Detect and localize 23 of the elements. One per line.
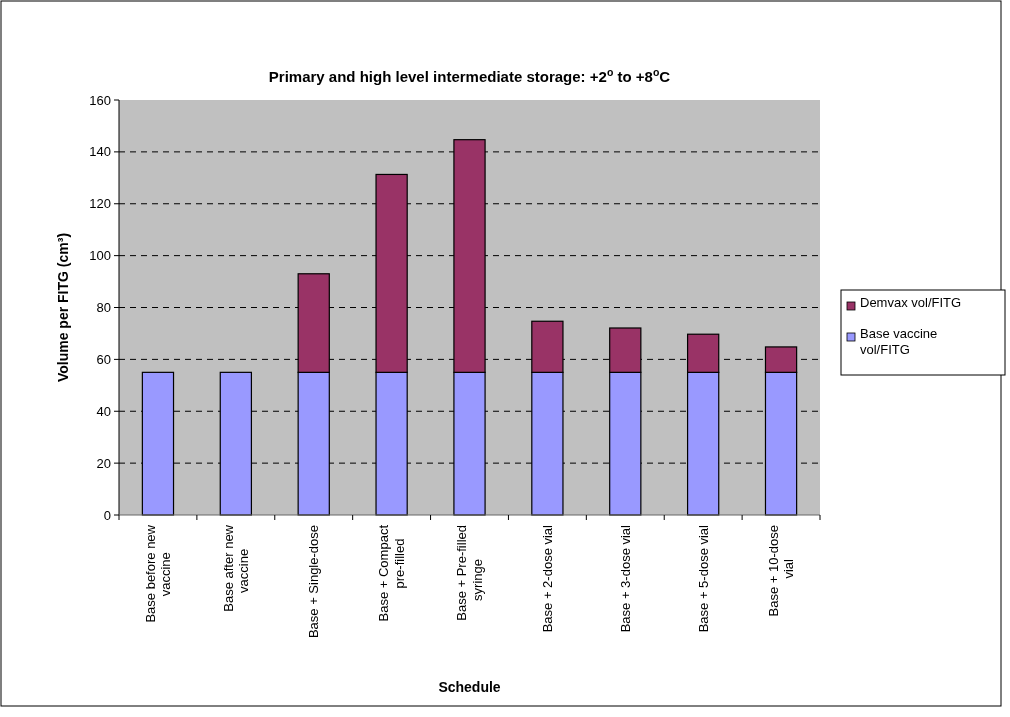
- legend-label: Base vaccine vol/FITG: [860, 326, 938, 358]
- y-tick-label: 40: [96, 403, 111, 419]
- y-tick-label: 140: [89, 144, 111, 160]
- y-axis-title: Volume per FITG (cm³): [55, 232, 71, 383]
- y-tick-label: 20: [96, 455, 111, 471]
- y-tick-label: 120: [89, 196, 111, 212]
- y-tick-label: 60: [96, 351, 111, 367]
- x-tick-label: Base + 5-dose vial: [695, 524, 711, 633]
- legend-label: Demvax vol/FITG: [860, 295, 962, 310]
- x-tick-label: Base + 3-dose vial: [617, 524, 633, 633]
- x-tick-label: Base + Compact pre-filled: [376, 524, 407, 622]
- x-axis-title: Schedule: [438, 679, 501, 695]
- x-tick-label: Base after new vaccine: [220, 524, 252, 612]
- x-tick-label: Base + Pre-filled syringe: [454, 525, 485, 621]
- y-tick-label: 80: [96, 300, 111, 316]
- x-tick-label: Base + Single-dose: [306, 525, 322, 639]
- y-tick-label: 0: [103, 507, 111, 523]
- y-tick-label: 160: [89, 92, 111, 108]
- x-tick-label: Base + 10-dose vial: [765, 525, 797, 617]
- x-tick-label: Base before new vaccine: [142, 524, 174, 623]
- x-tick-label: Base + 2-dose vial: [539, 524, 555, 633]
- y-tick-label: 100: [89, 248, 111, 264]
- chart-title: Primary and high level intermediate storage: +2$^{o}$ to +8$^{o}$C: [268, 66, 671, 85]
